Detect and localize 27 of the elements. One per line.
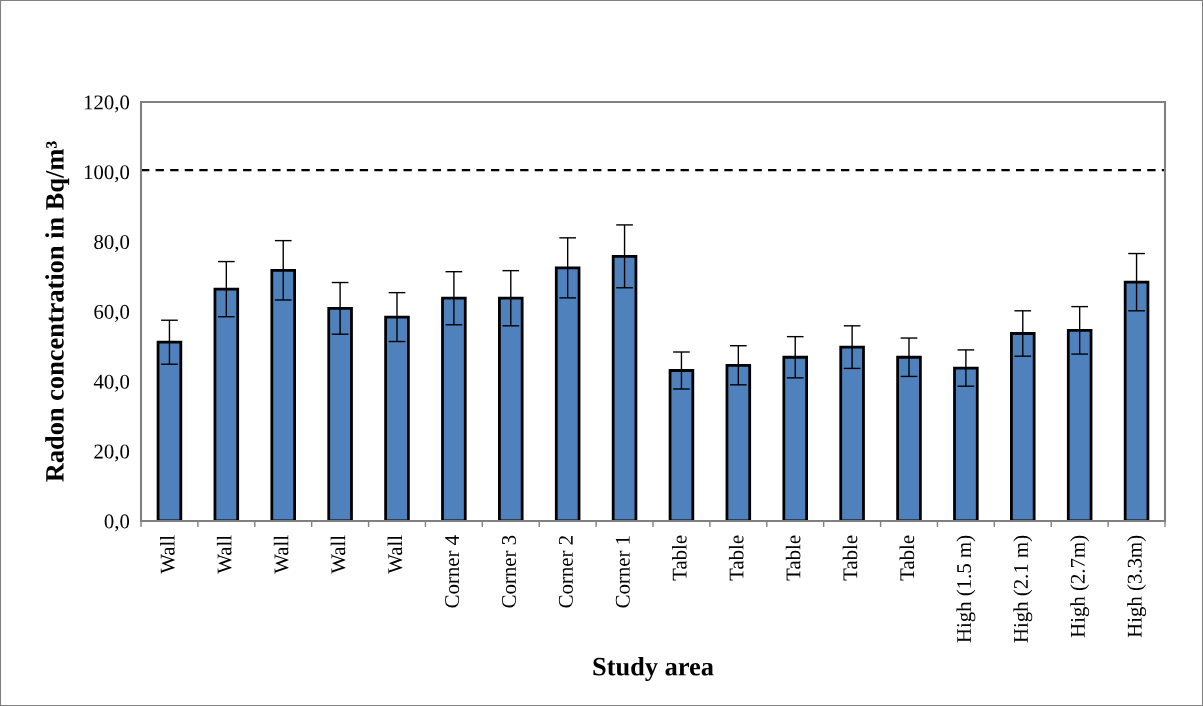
x-tick-label: High (3.3m)	[1127, 535, 1147, 638]
y-axis-title: Radon concentration in Bq/m³	[45, 141, 70, 482]
x-tick-label: Corner 3	[501, 535, 516, 608]
x-tick-label: Wall	[216, 535, 232, 574]
x-tick-label: High (2.7m)	[1070, 535, 1090, 638]
y-tick-label: 20,0	[94, 444, 130, 462]
x-tick-label: High (2.1 m)	[1013, 535, 1033, 643]
y-tick-label: 40,0	[93, 374, 130, 392]
x-tick-label: Wall	[387, 535, 403, 574]
x-tick-label: Wall	[330, 535, 346, 574]
x-tick-label: Corner 1	[615, 536, 630, 608]
x-tick-label: Table	[785, 535, 801, 581]
x-tick-label: Wall	[273, 535, 289, 574]
x-tick-label: Table	[728, 535, 744, 581]
x-axis-title: Study area	[593, 656, 714, 681]
y-tick-label: 80,0	[94, 235, 130, 253]
x-tick-label: Table	[899, 535, 915, 581]
y-tick-label: 60,0	[94, 304, 130, 322]
y-tick-label: 0,0	[104, 514, 130, 532]
x-tick-label: Corner 4	[445, 535, 460, 608]
x-tick-label: Corner 2	[558, 536, 573, 608]
y-tick-label: 100,0	[84, 165, 130, 183]
x-tick-label: High (1.5 m)	[956, 535, 976, 643]
x-tick-label: Wall	[160, 535, 175, 574]
x-tick-label: Table	[842, 535, 858, 581]
x-tick-label: Table	[672, 535, 687, 581]
y-tick-label: 120,0	[84, 95, 130, 113]
